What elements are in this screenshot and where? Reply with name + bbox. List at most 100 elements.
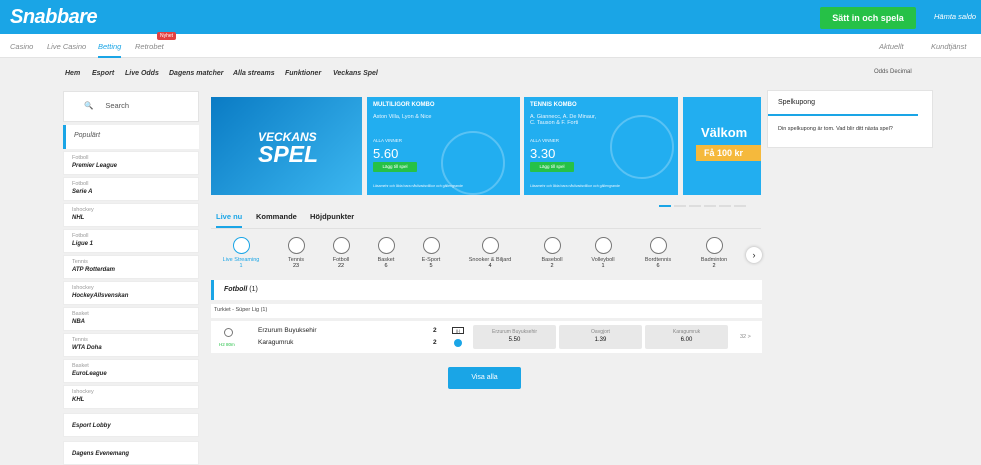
download-link[interactable]: Hämta saldo — [934, 12, 977, 21]
sidebar-item[interactable]: Fotboll Premier League — [63, 151, 199, 175]
menu-veckans-spel[interactable]: Veckans Spel — [333, 70, 378, 77]
sidebar-item-label: HockeyAllsvenskan — [72, 293, 129, 299]
odds-value: 1.39 — [594, 337, 607, 343]
sidebar-item[interactable]: Basket NBA — [63, 307, 199, 331]
banner-odds: 3.30 — [530, 146, 556, 161]
sport-label: Badminton — [700, 257, 728, 263]
nav-casino[interactable]: Casino — [10, 42, 34, 51]
search-placeholder: Search — [105, 101, 130, 110]
sport-label: Snooker & Biljard — [468, 257, 512, 263]
sidebar-item[interactable]: Fotboll Ligue 1 — [63, 229, 199, 253]
add-bet-button[interactable]: Lägg till spel — [373, 162, 417, 172]
menu-alla-streams[interactable]: Alla streams — [233, 70, 275, 77]
menu-funktioner[interactable]: Funktioner — [285, 70, 322, 77]
sport-baseboll[interactable]: Baseboll 2 — [530, 237, 574, 269]
sport-volleyboll[interactable]: Volleyboll 1 — [581, 237, 625, 269]
banner-footnote: Läsamehr cch ålda bara nåvlivadsvillkor … — [530, 184, 620, 188]
sport-snooker[interactable]: Snooker & Biljard 4 — [462, 237, 518, 269]
sport-badminton[interactable]: Badminton 2 — [692, 237, 736, 269]
more-markets-link[interactable]: 32 > — [740, 334, 751, 340]
bet-slip-title[interactable]: Spelkupong — [768, 91, 918, 116]
sidebar-item-dagens-evenemang[interactable]: Dagens Evenemang — [63, 441, 199, 465]
menu-hem[interactable]: Hem — [65, 70, 81, 77]
sport-label: Baseboll — [541, 257, 563, 263]
sport-tennis[interactable]: Tennis 23 — [274, 237, 318, 269]
banner-veckans-spel[interactable]: VECKANS SPEL — [211, 97, 362, 195]
sidebar-item[interactable]: Tennis WTA Doha — [63, 333, 199, 357]
menu-esport[interactable]: Esport — [92, 70, 115, 77]
sport-label: E-Sport — [421, 257, 441, 263]
sidebar-item[interactable]: Tennis ATP Rotterdam — [63, 255, 199, 279]
esport-icon — [422, 237, 440, 254]
sidebar-item[interactable]: Ishockey HockeyAllsvenskan — [63, 281, 199, 305]
sidebar-item-label: Esport Lobby — [72, 423, 111, 429]
home-score: 2 — [433, 327, 437, 334]
sidebar-item-label: WTA Doha — [72, 345, 102, 351]
banner-tennis[interactable]: TENNIS KOMBO A. Giannecc, A. De Minaur, … — [524, 97, 678, 195]
sport-count: 2 — [712, 263, 716, 269]
stats-icon[interactable]: ||.| — [452, 327, 464, 334]
sport-label: Basket — [377, 257, 395, 263]
odds-button-away[interactable]: Karagumruk 6.00 — [645, 325, 728, 349]
sport-bordtennis[interactable]: Bordtennis 6 — [636, 237, 680, 269]
nav-aktuellt[interactable]: Aktuellt — [879, 42, 904, 51]
away-team: Karagumruk — [258, 339, 294, 346]
deposit-play-button[interactable]: Sätt in och spela — [820, 7, 916, 29]
section-header[interactable]: Fotboll (1) — [211, 280, 762, 300]
menu-dagens-matcher[interactable]: Dagens matcher — [169, 70, 224, 77]
nav-retrobet[interactable]: Retrobet — [135, 42, 164, 51]
odds-button-home[interactable]: Erzurum Buyuksehir 5.50 — [473, 325, 556, 349]
sidebar-item-label: Ligue 1 — [72, 241, 94, 247]
betting-menu: Hem Esport Live Odds Dagens matcher Alla… — [0, 59, 981, 87]
banner-label: ALLA VINNER — [530, 138, 560, 143]
sidebar-item-category: Fotboll — [72, 233, 89, 239]
odds-button-draw[interactable]: Oavgjort 1.39 — [559, 325, 642, 349]
sidebar-item-esport-lobby[interactable]: Esport Lobby — [63, 413, 199, 437]
shuttlecock-icon — [705, 237, 723, 254]
nav-kundtjanst[interactable]: Kundtjänst — [931, 42, 967, 51]
sidebar-item[interactable]: Ishockey KHL — [63, 385, 199, 409]
logo[interactable]: Snabbare — [10, 6, 98, 28]
tab-hojdpunkter[interactable]: Höjdpunkter — [310, 212, 355, 221]
sidebar-item[interactable]: Basket EuroLeague — [63, 359, 199, 383]
banner-multiligor[interactable]: MULTILIGOR KOMBO Aston Villa, Lyon & Nic… — [367, 97, 520, 195]
search-icon: 🔍 — [84, 101, 94, 110]
sport-count: 1 — [601, 263, 605, 269]
football-icon — [224, 328, 233, 337]
banner-label: ALLA VINNER — [373, 138, 403, 143]
sidebar-item-category: Fotboll — [72, 181, 89, 187]
menu-live-odds[interactable]: Live Odds — [125, 70, 159, 77]
odds-label: Oavgjort — [591, 329, 610, 335]
away-score: 2 — [433, 339, 437, 346]
add-bet-button[interactable]: Lägg till spel — [530, 162, 574, 172]
sidebar-item[interactable]: Ishockey NHL — [63, 203, 199, 227]
chevron-right-icon[interactable]: › — [746, 247, 762, 263]
sidebar-item-label: Serie A — [72, 189, 93, 195]
odds-label: Karagumruk — [672, 329, 701, 335]
banner-title: MULTILIGOR KOMBO — [373, 102, 435, 108]
odds-format-select[interactable]: Odds Decimal — [874, 69, 912, 75]
sport-basket[interactable]: Basket 6 — [364, 237, 408, 269]
search-box[interactable]: 🔍 Search — [63, 91, 199, 122]
sport-live-streaming[interactable]: Live Streaming 1 — [219, 237, 263, 269]
sport-esport[interactable]: E-Sport 5 — [409, 237, 453, 269]
snooker-icon — [481, 237, 499, 254]
play-icon[interactable] — [454, 339, 462, 347]
banner-matches: Aston Villa, Lyon & Nice — [373, 114, 432, 120]
banner-welcome[interactable]: Välkom Få 100 kr — [683, 97, 761, 195]
football-icon — [332, 237, 350, 254]
sidebar-item[interactable]: Fotboll Serie A — [63, 177, 199, 201]
tab-kommande[interactable]: Kommande — [256, 212, 297, 221]
show-all-button[interactable]: Visa alla — [448, 367, 521, 389]
sidebar-item-label: NBA — [72, 319, 85, 325]
carousel-dots[interactable] — [659, 202, 749, 209]
sport-fotboll[interactable]: Fotboll 22 — [319, 237, 363, 269]
tab-live-nu[interactable]: Live nu — [216, 212, 243, 228]
nav-live-casino[interactable]: Live Casino — [47, 42, 87, 51]
popular-heading: Populärt — [63, 125, 199, 149]
nav-betting[interactable]: Betting — [98, 42, 122, 58]
banner-matches: A. Giannecc, A. De Minaur, C. Tauson & F… — [530, 114, 597, 126]
match-row[interactable]: H2 80m Erzurum Buyuksehir Karagumruk 2 2… — [211, 321, 762, 353]
odds-label: Erzurum Buyuksehir — [491, 329, 537, 335]
sport-count: 5 — [429, 263, 433, 269]
